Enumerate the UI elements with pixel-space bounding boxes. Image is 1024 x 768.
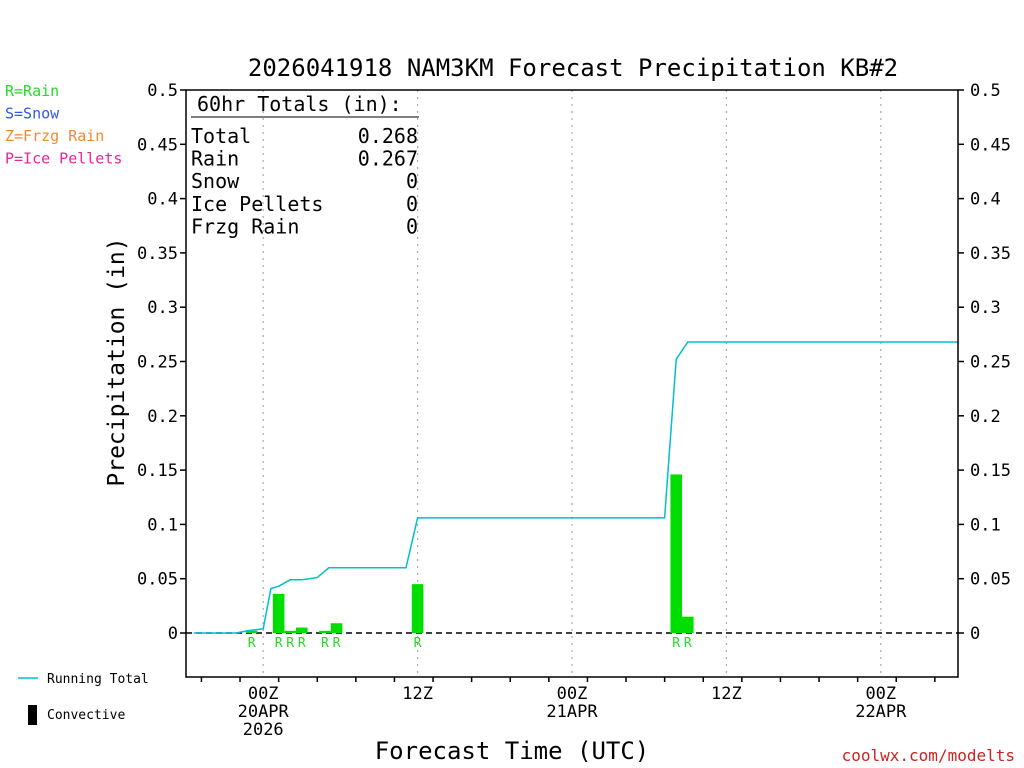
y-tick-label: 0 [168,624,178,644]
totals-row-value: 0 [406,214,418,238]
y-tick-label-right: 0.05 [970,570,1011,590]
y-tick-label-right: 0.2 [970,407,1001,427]
y-tick-label: 0.35 [137,244,178,264]
precip-type-label: R [286,636,294,651]
y-tick-label: 0.5 [147,81,178,101]
precip-type-label: R [672,636,680,651]
y-tick-label-right: 0.3 [970,298,1001,318]
precip-bar [296,627,308,633]
totals-header: 60hr Totals (in): [197,92,402,116]
y-tick-label: 0.3 [147,298,178,318]
y-tick-label: 0.2 [147,407,178,427]
precip-bar [682,616,694,633]
precip-bar [284,630,297,633]
totals-row-label: Ice Pellets [191,192,323,216]
totals-row-value: 0.267 [358,147,418,171]
legend-type-item: R=Rain [5,82,59,100]
precip-bars [245,474,694,633]
x-tick-label: 12Z [402,684,433,704]
x-tick-label: 20APR [238,702,290,722]
precip-bar [330,623,343,633]
precip-type-label: R [275,636,283,651]
precip-type-label: R [321,636,329,651]
totals-row-value: 0 [406,169,418,193]
legend-type-item: S=Snow [5,105,60,123]
legend-type-item: Z=Frzg Rain [5,127,104,145]
precip-type-label: R [684,636,692,651]
y-tick-label-right: 0.1 [970,515,1001,535]
series-legend: Running Total Convective [18,672,149,725]
precip-bar [411,584,424,633]
totals-row-label: Frzg Rain [191,214,299,238]
x-tick-label: 2026 [243,720,284,740]
x-axis-label: Forecast Time (UTC) [375,737,650,765]
y-tick-label: 0.1 [147,515,178,535]
precip-bar [272,593,285,633]
precip-bar [319,630,331,633]
totals-rows: Total 0.268 Rain 0.267 Snow 0 Ice Pellets 0 Frzg… [191,124,418,238]
y-tick-label: 0.15 [137,461,178,481]
totals-row-value: 0 [406,192,418,216]
y-tick-label-right: 0.35 [970,244,1011,264]
totals-row-value: 0.268 [358,124,418,148]
legend-series-label: Running Total [47,672,149,687]
x-tick-label: 00Z [865,684,896,704]
legend-bar-swatch [28,705,37,725]
y-tick-label-right: 0.4 [970,190,1001,210]
precip-type-label: R [248,636,256,651]
watermark: coolwx.com/modelts [842,746,1015,765]
x-tick-label: 00Z [557,684,588,704]
x-tick-label: 21APR [546,702,598,722]
precip-type-label: R [298,636,306,651]
precip-type-label: R [414,636,422,651]
y-tick-label: 0.4 [147,190,178,210]
chart-title: 2026041918 NAM3KM Forecast Precipitation… [248,54,898,82]
totals-row-label: Snow [191,169,240,193]
y-tick-label-right: 0.45 [970,135,1011,155]
y-tick-label: 0.25 [137,353,178,373]
y-tick-label: 0.05 [137,570,178,590]
totals-row-label: Total [191,124,251,148]
running-total-line [193,341,958,634]
y-axis-right: 0 0.05 0.1 0.15 0.2 0.25 0.3 0.35 0.4 0.45 0.5 [958,81,1011,644]
legend-type-item: P=Ice Pellets [5,150,122,168]
precip-type-label: R [333,636,341,651]
y-axis-label: Precipitation (in) [104,237,130,486]
precip-bar [245,630,258,633]
plot-frame [185,89,959,678]
x-tick-label: 22APR [855,702,907,722]
totals-row-label: Rain [191,147,239,171]
totals-box: 60hr Totals (in): Total 0.268 Rain 0.267 Sno… [191,92,419,238]
y-axis-left: 0 0.05 0.1 0.15 0.2 0.25 0.3 0.35 0.4 0.45 0.5 [137,81,186,644]
legend-series-label: Convective [47,708,125,723]
y-tick-label-right: 0 [970,624,980,644]
y-tick-label-right: 0.5 [970,81,1001,101]
precip-bar [670,474,683,633]
x-tick-label: 00Z [248,684,279,704]
y-tick-label-right: 0.15 [970,461,1011,481]
precip-type-legend: R=Rain S=Snow Z=Frzg Rain P=Ice Pellets [5,82,122,168]
x-tick-label: 12Z [711,684,742,704]
y-tick-label: 0.45 [137,135,178,155]
y-tick-label-right: 0.25 [970,353,1011,373]
